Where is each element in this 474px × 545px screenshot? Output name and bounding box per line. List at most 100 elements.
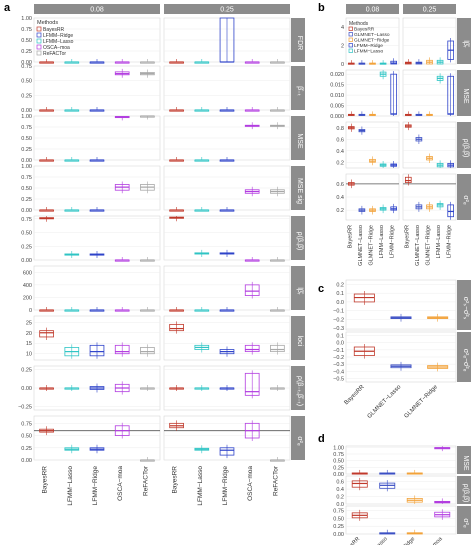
d-row-0-ytick: 0.50 xyxy=(333,459,344,465)
a-row-7-side-strip xyxy=(291,366,305,410)
d-row-0-ytick: 0.00 xyxy=(333,472,344,478)
a-row-6-side-strip xyxy=(291,316,305,360)
a-row-6-box-0 xyxy=(39,330,54,338)
b-row-0-side-label: lβ̂ᵣ xyxy=(462,40,469,48)
a-row-4-side-strip xyxy=(291,216,305,260)
a-legend-item: OSCA−moa xyxy=(43,45,70,51)
b-col-0-strip-label: 0.08 xyxy=(366,7,380,14)
a-row-3-ytick: 0.25 xyxy=(21,197,32,203)
d-row-2-ytick: 0.50 xyxy=(333,516,344,522)
b-row-2-ytick: 0.6 xyxy=(336,137,344,143)
d-row-1-ytick: 0.4 xyxy=(336,487,344,493)
a-legend-item: LFMM−Ridge xyxy=(43,33,73,39)
a-row-5-ytick: 400 xyxy=(23,283,32,289)
d-row-0-ytick: 0.25 xyxy=(333,465,344,471)
a-row-4-ytick: 0.50 xyxy=(21,231,32,237)
b-row-2-ytick: 0.2 xyxy=(336,160,344,166)
d-row-1-side-label: ρ(β,β̂) xyxy=(462,484,469,503)
b-row-0-facet-0 xyxy=(345,17,400,65)
b-xtick: BayesRR xyxy=(404,225,410,248)
a-row-4-side-label: ρ(β,β̂) xyxy=(296,232,303,251)
b-row-3-ytick: 0.2 xyxy=(336,208,344,214)
a-row-6-ytick: 25 xyxy=(26,320,32,326)
b-legend-swatch xyxy=(348,32,353,37)
b-row-3-side-strip xyxy=(457,174,471,220)
a-row-7-box-3 xyxy=(244,372,260,396)
b-xtick: GLMNET−Lasso xyxy=(358,225,364,266)
c-xtick: GLMNET−Lasso xyxy=(367,384,403,420)
d-row-2-facet-0 xyxy=(345,505,457,535)
b-row-1-ytick: 0.000 xyxy=(330,114,344,120)
b-xtick: BayesRR xyxy=(347,225,353,248)
d-row-1-ytick: 0.0 xyxy=(336,502,344,508)
b-xtick: LFMM−Lasso xyxy=(379,225,385,258)
b-legend-item: BayesRR xyxy=(354,27,375,33)
a-row-5-ytick: 200 xyxy=(23,295,32,301)
a-row-3-ytick: 0.50 xyxy=(21,186,32,192)
a-row-2-ytick: 0.00 xyxy=(21,158,32,164)
b-xtick: GLMNET−Ridge xyxy=(426,225,432,266)
a-xtick: ReFACTor xyxy=(272,465,279,496)
c-row-0-ytick: −0.1 xyxy=(333,309,344,315)
a-row-0-side-label: FDR xyxy=(296,36,303,50)
b-xtick: GLMNET−Lasso xyxy=(415,225,421,266)
b-row-2-side-strip xyxy=(457,122,471,168)
a-xtick: OSCA−moa xyxy=(247,466,254,501)
a-row-8-ytick: 0.50 xyxy=(21,434,32,440)
a-col-0-strip xyxy=(34,4,160,14)
a-row-6-box-2 xyxy=(89,344,105,357)
c-row-1-ytick: −0.3 xyxy=(333,362,344,368)
a-row-1-facet-1 xyxy=(163,65,291,111)
b-col-1-strip xyxy=(403,4,456,14)
a-row-6-ytick: 20 xyxy=(26,331,32,337)
a-xtick: ReFACTor xyxy=(142,465,149,496)
c-row-0-ytick: 0.0 xyxy=(336,300,344,306)
b-row-1-side-label: MSE xyxy=(462,88,469,104)
a-row-1-ytick: 0.50 xyxy=(21,79,32,85)
b-row-0-ytick: 2 xyxy=(341,44,344,50)
b-legend-swatch xyxy=(348,48,353,53)
b-xtick: LFMM−Ridge xyxy=(447,225,453,258)
a-row-3-ytick: 0.75 xyxy=(21,175,32,181)
b-row-0-side-strip xyxy=(457,18,471,64)
a-row-2-side-strip xyxy=(291,116,305,160)
b-row-2-side-label: ρ(β,β̂) xyxy=(462,139,469,158)
a-row-1-ytick: 0.75 xyxy=(21,64,32,70)
b-legend-item: LFMM−Ridge xyxy=(354,43,383,49)
c-row-1-ytick: 0.0 xyxy=(336,341,344,347)
b-legend-title: Methods xyxy=(349,21,369,27)
a-col-1-strip xyxy=(164,4,290,14)
b-row-3-ytick: 0.4 xyxy=(336,195,344,201)
a-row-3-ytick: 1.00 xyxy=(21,164,32,170)
d-row-1-ytick: 0.6 xyxy=(336,480,344,486)
a-row-8-ytick: 0.25 xyxy=(21,446,32,452)
d-row-0-side-label: MSE xyxy=(462,455,469,471)
a-row-8-side-strip xyxy=(291,416,305,460)
d-row-0-ytick: 1.00 xyxy=(333,445,344,451)
a-xtick: LFMM−Lasso xyxy=(67,466,74,506)
a-legend-title: Methods xyxy=(37,20,58,26)
c-row-0-ytick: 0.2 xyxy=(336,282,344,288)
a-legend-swatch xyxy=(36,38,42,44)
a-row-1-side-strip xyxy=(291,66,305,110)
a-row-2-ytick: 0.75 xyxy=(21,125,32,131)
c-row-0-side-label: σ²ₛ−σ̂²ₛ xyxy=(462,297,469,320)
a-legend-item: ReFACTor xyxy=(43,51,66,57)
a-legend-swatch xyxy=(36,32,42,38)
b-row-3-side-label: σ²ₑ xyxy=(462,195,469,205)
b-row-0-facet-1 xyxy=(402,17,457,65)
c-xtick: GLMNET−Ridge xyxy=(404,384,440,420)
d-row-0-facet-0 xyxy=(345,445,457,475)
a-legend-item: LFMM−Lasso xyxy=(43,39,74,45)
a-row-5-facet-0 xyxy=(33,265,161,311)
c-row-0-side-strip xyxy=(457,280,471,330)
a-legend-swatch xyxy=(36,50,42,56)
d-row-1-ytick: 0.2 xyxy=(336,495,344,501)
b-row-2-ytick: 0.8 xyxy=(336,126,344,132)
a-row-5-side-strip xyxy=(291,266,305,310)
panel-letter-b: b xyxy=(318,2,325,14)
b-xtick: LFMM−Ridge xyxy=(390,225,396,258)
b-legend-item: GLMNET−Ridge xyxy=(354,38,390,44)
b-row-2-ytick: 0.4 xyxy=(336,149,344,155)
